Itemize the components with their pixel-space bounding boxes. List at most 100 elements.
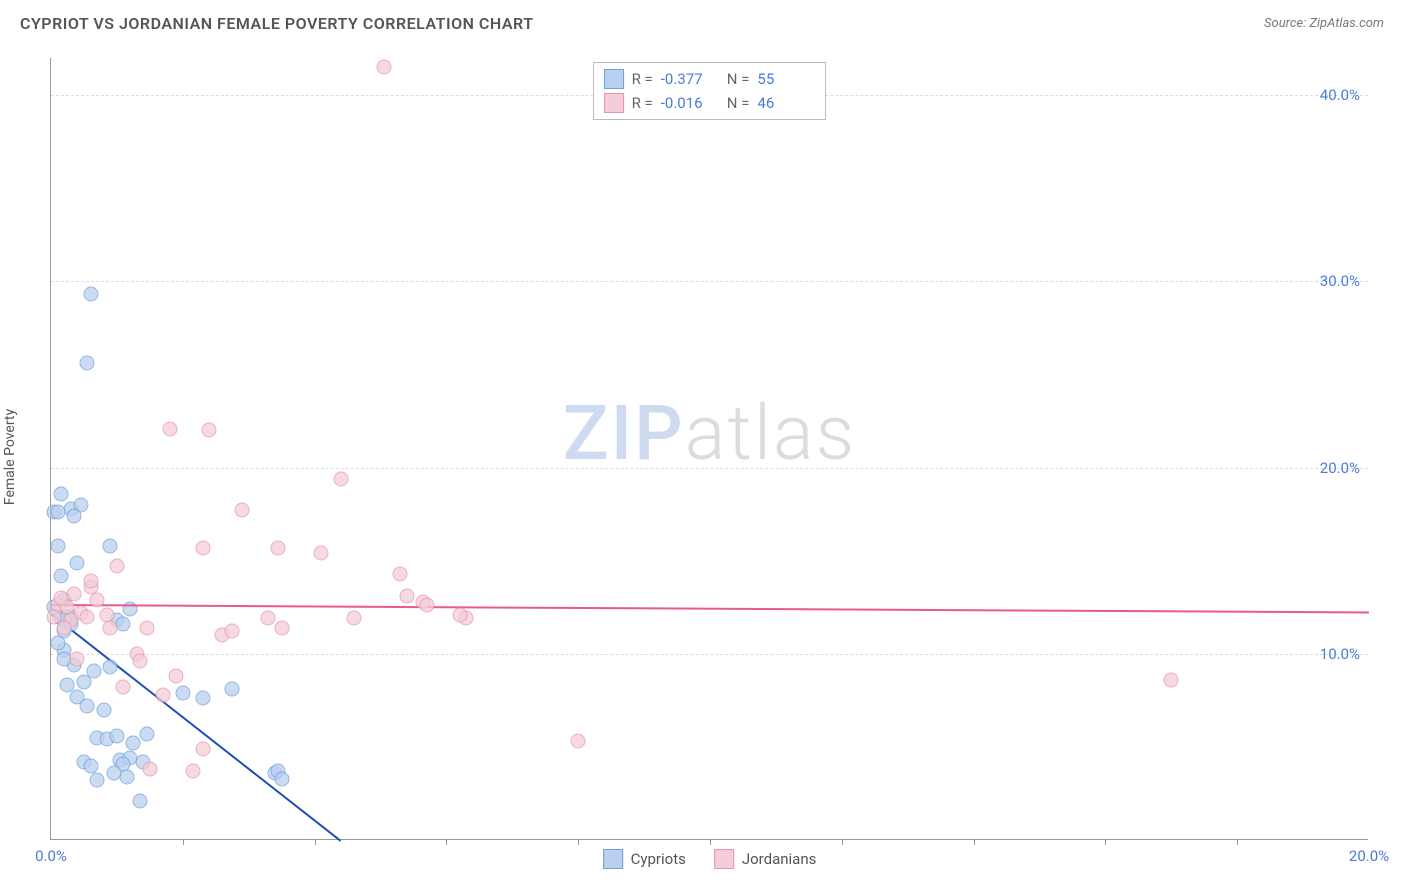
data-point-jordanians (70, 652, 85, 667)
gridline-h (51, 654, 1368, 655)
data-point-jordanians (142, 762, 157, 777)
data-point-cypriots (83, 287, 98, 302)
ytick-label: 30.0% (1320, 272, 1360, 290)
data-point-cypriots (225, 682, 240, 697)
n-label: N = (727, 70, 750, 88)
swatch-cypriots (603, 849, 623, 869)
xtick-mark (183, 839, 184, 845)
data-point-cypriots (70, 555, 85, 570)
xtick-mark (315, 839, 316, 845)
data-point-jordanians (261, 611, 276, 626)
xtick-mark (446, 839, 447, 845)
data-point-jordanians (116, 680, 131, 695)
watermark-atlas: atlas (685, 388, 857, 478)
legend-row-jordanians: R = -0.016 N = 46 (604, 91, 816, 115)
data-point-cypriots (53, 486, 68, 501)
data-point-jordanians (419, 598, 434, 613)
data-point-cypriots (103, 538, 118, 553)
data-point-cypriots (109, 728, 124, 743)
data-point-jordanians (139, 620, 154, 635)
data-point-jordanians (80, 609, 95, 624)
data-point-jordanians (333, 471, 348, 486)
data-point-jordanians (83, 574, 98, 589)
scatter-plot: ZIPatlas R = -0.377 N = 55 R = -0.016 N … (50, 58, 1368, 840)
ytick-label: 20.0% (1320, 459, 1360, 477)
swatch-jordanians (714, 849, 734, 869)
legend-item-jordanians: Jordanians (714, 849, 817, 869)
data-point-cypriots (139, 726, 154, 741)
data-point-jordanians (347, 611, 362, 626)
data-point-jordanians (399, 589, 414, 604)
data-point-cypriots (80, 356, 95, 371)
xtick-mark (710, 839, 711, 845)
chart-title: CYPRIOT VS JORDANIAN FEMALE POVERTY CORR… (20, 14, 534, 33)
watermark: ZIPatlas (563, 388, 856, 478)
data-point-cypriots (195, 691, 210, 706)
data-point-jordanians (1164, 672, 1179, 687)
data-point-cypriots (132, 793, 147, 808)
data-point-cypriots (83, 758, 98, 773)
gridline-h (51, 281, 1368, 282)
xtick-mark (1105, 839, 1106, 845)
data-point-cypriots (119, 769, 134, 784)
data-point-cypriots (50, 635, 65, 650)
series-legend: Cypriots Jordanians (603, 849, 817, 869)
data-point-jordanians (571, 734, 586, 749)
r-value-cypriots: -0.377 (661, 70, 719, 88)
legend-label-jordanians: Jordanians (742, 850, 817, 868)
data-point-cypriots (116, 617, 131, 632)
n-value-cypriots: 55 (757, 70, 815, 88)
legend-row-cypriots: R = -0.377 N = 55 (604, 67, 816, 91)
xtick-mark (842, 839, 843, 845)
legend-label-cypriots: Cypriots (631, 850, 686, 868)
data-point-jordanians (132, 654, 147, 669)
xtick-label: 0.0% (35, 847, 67, 865)
r-value-jordanians: -0.016 (661, 94, 719, 112)
swatch-cypriots (604, 69, 624, 89)
xtick-label: 20.0% (1349, 847, 1389, 865)
data-point-jordanians (274, 620, 289, 635)
n-value-jordanians: 46 (757, 94, 815, 112)
data-point-jordanians (195, 540, 210, 555)
data-point-cypriots (103, 659, 118, 674)
ytick-label: 40.0% (1320, 86, 1360, 104)
data-point-jordanians (103, 620, 118, 635)
data-point-jordanians (225, 624, 240, 639)
data-point-jordanians (393, 566, 408, 581)
trendline-jordanians (51, 604, 1369, 613)
data-point-cypriots (90, 773, 105, 788)
data-point-cypriots (274, 771, 289, 786)
legend-item-cypriots: Cypriots (603, 849, 686, 869)
swatch-jordanians (604, 93, 624, 113)
data-point-cypriots (86, 663, 101, 678)
data-point-cypriots (53, 568, 68, 583)
gridline-h (51, 468, 1368, 469)
data-point-jordanians (235, 503, 250, 518)
data-point-cypriots (50, 538, 65, 553)
y-axis-label: Female Poverty (2, 409, 18, 505)
ytick-label: 10.0% (1320, 645, 1360, 663)
data-point-jordanians (47, 609, 62, 624)
trendline-cypriots (50, 613, 341, 842)
data-point-jordanians (156, 687, 171, 702)
data-point-cypriots (96, 702, 111, 717)
source-label: Source: ZipAtlas.com (1264, 16, 1384, 31)
data-point-cypriots (175, 685, 190, 700)
data-point-cypriots (67, 509, 82, 524)
xtick-mark (974, 839, 975, 845)
data-point-jordanians (109, 559, 124, 574)
data-point-jordanians (162, 421, 177, 436)
data-point-jordanians (195, 741, 210, 756)
data-point-cypriots (80, 698, 95, 713)
data-point-cypriots (126, 736, 141, 751)
data-point-jordanians (202, 423, 217, 438)
data-point-jordanians (314, 546, 329, 561)
plot-wrapper: Female Poverty ZIPatlas R = -0.377 N = 5… (38, 58, 1368, 840)
data-point-jordanians (90, 592, 105, 607)
data-point-jordanians (376, 60, 391, 75)
data-point-jordanians (57, 620, 72, 635)
data-point-jordanians (452, 607, 467, 622)
data-point-jordanians (169, 669, 184, 684)
xtick-mark (1237, 839, 1238, 845)
r-label: R = (632, 70, 653, 88)
